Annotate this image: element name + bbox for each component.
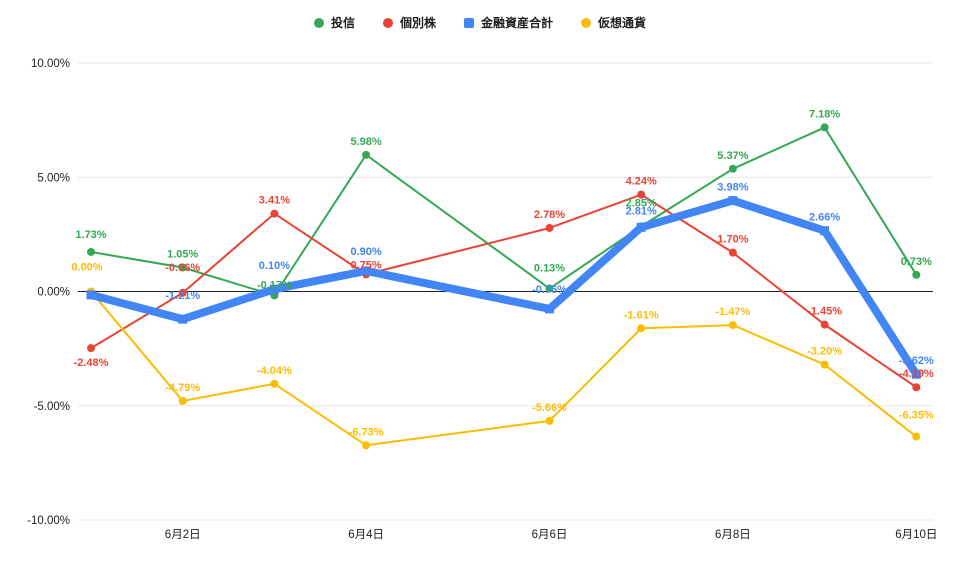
legend-label: 投信 xyxy=(330,16,355,30)
data-point[interactable] xyxy=(87,247,95,256)
legend-item-investment-trust[interactable]: 投信 xyxy=(313,16,355,30)
data-point[interactable] xyxy=(728,196,738,206)
data-label: 7.18% xyxy=(809,108,840,120)
y-axis-label: 10.00% xyxy=(31,58,70,70)
data-label: -4.79% xyxy=(165,382,200,394)
legend-marker-circle-icon xyxy=(581,18,592,28)
data-point[interactable] xyxy=(912,270,921,279)
y-axis-label: 5.00% xyxy=(37,172,70,184)
data-point[interactable] xyxy=(912,432,921,441)
data-point[interactable] xyxy=(912,383,921,392)
data-label: -0.76% xyxy=(532,284,567,296)
data-point[interactable] xyxy=(637,190,646,199)
data-point[interactable] xyxy=(270,379,279,388)
legend-item-individual-stocks[interactable]: 個別株 xyxy=(382,16,436,30)
data-point[interactable] xyxy=(728,164,737,173)
data-label: -4.19% xyxy=(899,368,934,380)
data-point[interactable] xyxy=(820,320,829,329)
data-label: 0.00% xyxy=(71,262,102,274)
data-label: 2.66% xyxy=(809,212,840,224)
y-axis-label: 0.00% xyxy=(37,287,70,299)
legend-marker-square-icon xyxy=(464,18,474,28)
y-axis-label: -10.00% xyxy=(27,515,70,527)
data-point[interactable] xyxy=(86,290,96,300)
data-label: -1.47% xyxy=(715,306,750,318)
data-point[interactable] xyxy=(728,321,737,330)
chart-legend: 投信 個別株 金融資産合計 仮想通貨 xyxy=(0,17,960,29)
data-label: 2.81% xyxy=(626,205,657,217)
data-point[interactable] xyxy=(728,248,737,257)
data-label: -2.48% xyxy=(74,357,109,369)
data-label: -1.21% xyxy=(165,290,200,302)
data-point[interactable] xyxy=(545,223,554,232)
data-label: -5.66% xyxy=(532,402,567,414)
series-line xyxy=(90,290,918,447)
legend-item-crypto[interactable]: 仮想通貨 xyxy=(581,17,646,29)
data-label: 1.70% xyxy=(717,234,748,246)
series-line xyxy=(90,126,918,297)
data-point[interactable] xyxy=(636,222,646,232)
data-point[interactable] xyxy=(178,288,187,297)
legend-label: 金融資産合計 xyxy=(481,16,554,30)
data-point[interactable] xyxy=(270,209,279,218)
data-point[interactable] xyxy=(820,226,830,236)
data-point[interactable] xyxy=(362,441,371,450)
legend-label: 仮想通貨 xyxy=(598,16,647,30)
y-axis-label: -5.00% xyxy=(34,401,70,413)
data-label: 0.73% xyxy=(901,256,932,268)
data-point[interactable] xyxy=(637,324,646,333)
data-point[interactable] xyxy=(820,123,829,132)
series-line xyxy=(87,196,921,379)
legend-marker-circle-icon xyxy=(382,18,393,28)
x-axis-label: 6月4日 xyxy=(348,529,384,541)
data-label: 0.75% xyxy=(350,259,381,271)
data-label: -6.73% xyxy=(349,426,384,438)
data-point[interactable] xyxy=(545,284,554,293)
data-point[interactable] xyxy=(178,314,188,324)
data-label: 1.05% xyxy=(167,249,198,261)
data-label: -1.45% xyxy=(807,306,842,318)
data-label: 0.13% xyxy=(534,263,565,275)
legend-label: 個別株 xyxy=(399,16,436,30)
data-point[interactable] xyxy=(178,263,187,272)
data-label: 2.78% xyxy=(534,209,565,221)
data-point[interactable] xyxy=(269,284,279,294)
x-axis-label: 6月2日 xyxy=(165,529,201,541)
data-point[interactable] xyxy=(178,396,187,405)
legend-marker-circle-icon xyxy=(313,18,324,28)
data-label: -4.04% xyxy=(257,365,292,377)
data-label: 0.90% xyxy=(350,246,381,258)
legend-item-total-financial-assets[interactable]: 金融資産合計 xyxy=(464,17,553,29)
data-label: -1.61% xyxy=(624,309,659,321)
data-label: 1.73% xyxy=(75,229,106,241)
data-point[interactable] xyxy=(545,416,554,425)
data-label: -0.17% xyxy=(257,279,292,291)
x-axis-label: 6月6日 xyxy=(532,529,568,541)
data-label: 4.24% xyxy=(626,176,657,188)
data-label: -0.06% xyxy=(165,262,200,274)
data-label: -3.20% xyxy=(807,346,842,358)
x-axis-label: 6月8日 xyxy=(715,529,751,541)
data-point[interactable] xyxy=(361,266,371,276)
data-label: 0.10% xyxy=(259,260,290,272)
data-point[interactable] xyxy=(911,369,921,379)
data-point[interactable] xyxy=(820,360,829,369)
data-label: 2.85% xyxy=(626,197,657,209)
data-label: 3.41% xyxy=(259,195,290,207)
data-label: -6.35% xyxy=(899,410,934,422)
data-point[interactable] xyxy=(362,150,371,159)
data-point[interactable] xyxy=(545,304,554,314)
data-label: -3.62% xyxy=(899,355,934,367)
data-label: 3.98% xyxy=(717,182,748,194)
data-point[interactable] xyxy=(87,344,95,353)
x-axis-label: 6月10日 xyxy=(895,529,937,541)
data-label: 5.37% xyxy=(717,150,748,162)
data-label: 5.98% xyxy=(350,136,381,148)
